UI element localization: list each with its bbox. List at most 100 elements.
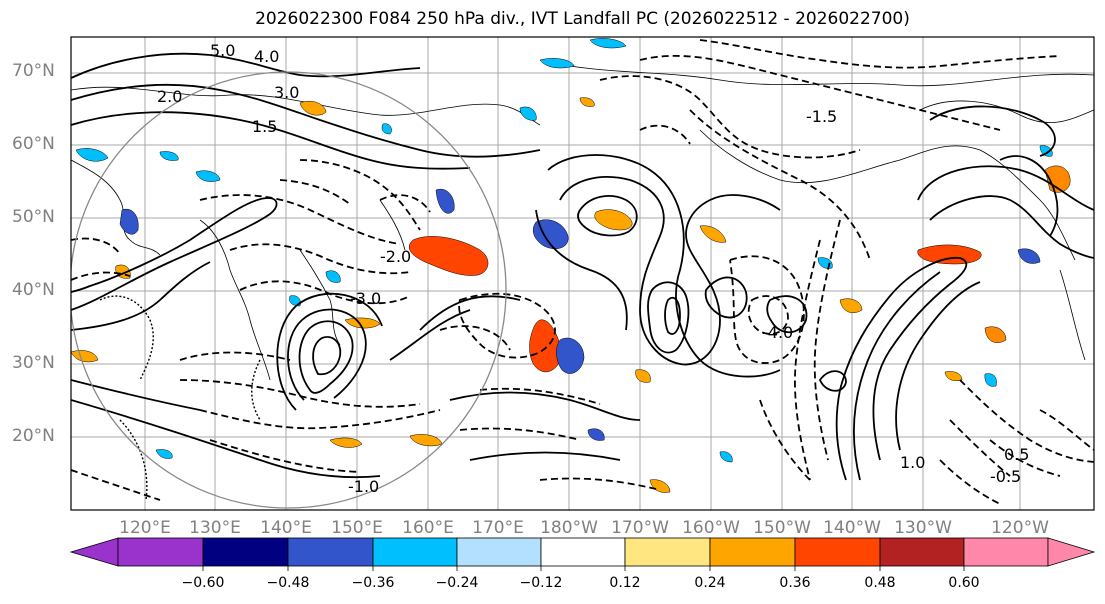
colorbar-extend-max <box>1047 537 1096 567</box>
shade-positive <box>344 317 381 329</box>
colorbar-segment <box>540 537 626 567</box>
colorbar-segment <box>456 537 542 567</box>
shade-positive <box>984 326 1007 343</box>
colorbar-segment <box>624 537 711 567</box>
colorbar-segment <box>117 537 204 567</box>
shade-positive <box>699 225 727 243</box>
colorbar-tickmarks <box>202 566 965 571</box>
colorbar-tick-label: 0.24 <box>694 575 726 591</box>
negative-contours <box>71 39 1094 505</box>
shade-negative <box>155 449 173 459</box>
shade-positive <box>299 100 327 116</box>
contour-label: -2.0 <box>380 247 411 266</box>
shade-negative <box>381 123 392 135</box>
pc-shading <box>71 38 1071 493</box>
colorbar-tick-label: 0.48 <box>864 575 896 591</box>
colorbar-tick-label: −0.24 <box>435 575 479 591</box>
lon-label: 150°E <box>331 518 383 538</box>
graticule <box>71 37 1094 510</box>
lon-label: 170°E <box>472 518 524 538</box>
shade-negative <box>556 337 585 374</box>
lon-label: 140°W <box>823 518 881 538</box>
shade-negative <box>1039 145 1053 157</box>
lon-label: 160°W <box>682 518 740 538</box>
shade-positive <box>594 209 633 231</box>
colorbar-segment <box>372 537 458 567</box>
colorbar-tick-label: −0.60 <box>181 575 225 591</box>
shade-negative <box>1017 248 1041 264</box>
shade-positive <box>579 97 595 107</box>
shade-positive <box>649 479 671 493</box>
colorbar-extend-min <box>69 537 119 567</box>
shade-positive <box>944 371 963 381</box>
map-frame <box>70 36 1095 511</box>
shade-negative <box>587 428 605 441</box>
shade-negative <box>539 58 575 69</box>
colorbar-segment <box>202 537 289 567</box>
map-area <box>71 37 1094 510</box>
colorbar-segment <box>794 537 881 567</box>
shade-negative <box>325 270 341 283</box>
contour-label: -1.0 <box>348 477 379 496</box>
lon-label: 140°E <box>260 518 312 538</box>
colorbar-tick-label: 0.12 <box>609 575 641 591</box>
shade-positive <box>71 350 99 363</box>
lat-label-50n: 50°N <box>12 207 55 227</box>
map-title: 2026022300 F084 250 hPa div., IVT Landfa… <box>255 9 910 29</box>
contour-label: -4.0 <box>762 323 793 342</box>
colorbar-tick-label: 0.60 <box>948 575 980 591</box>
lon-label: 130°W <box>894 518 952 538</box>
shade-positive <box>917 244 982 265</box>
shade-negative <box>719 451 733 463</box>
contour-label: -0.5 <box>990 467 1021 486</box>
lon-label: 120°E <box>119 518 171 538</box>
shade-negative <box>159 151 179 161</box>
shade-positive <box>329 437 363 448</box>
lon-label: 150°W <box>753 518 811 538</box>
colorbar-tick-label: −0.12 <box>519 575 563 591</box>
fine-contours <box>99 295 261 501</box>
shade-negative <box>589 38 627 49</box>
contour-label: 5.0 <box>210 41 235 60</box>
shade-negative <box>533 219 569 249</box>
contour-label: 2.0 <box>157 87 182 106</box>
lat-label-30n: 30°N <box>12 353 55 373</box>
shade-negative <box>984 373 997 387</box>
colorbar-tick-label: −0.48 <box>266 575 310 591</box>
positive-contours <box>71 52 1094 481</box>
contour-label: 3.0 <box>274 83 299 102</box>
lat-label-70n: 70°N <box>12 61 55 81</box>
lat-label-40n: 40°N <box>12 280 55 300</box>
contour-label: 0.5 <box>1004 445 1029 464</box>
range-circle <box>71 71 507 509</box>
shade-negative <box>75 148 109 162</box>
shade-negative <box>289 295 301 307</box>
contour-label: -3.0 <box>350 289 381 308</box>
contour-labels: 5.0 4.0 3.0 2.0 1.5 1.0 0.5 -0.5 -1.0 -1… <box>157 41 1029 496</box>
shade-negative <box>519 106 537 121</box>
lon-label: 160°E <box>402 518 454 538</box>
colorbar-segment <box>287 537 374 567</box>
contour-label: -1.5 <box>806 107 837 126</box>
shade-positive <box>409 236 489 276</box>
shade-negative <box>435 188 455 214</box>
lon-label: 130°E <box>189 518 241 538</box>
lon-label: 120°W <box>991 518 1049 538</box>
colorbar-tick-label: −0.36 <box>351 575 395 591</box>
colorbar <box>69 537 1096 571</box>
colorbar-segment <box>879 537 965 567</box>
contour-label: 1.5 <box>252 117 277 136</box>
colorbar-segment <box>709 537 796 567</box>
lon-label: 180°W <box>540 518 598 538</box>
lat-label-60n: 60°N <box>12 134 55 154</box>
contour-label: 4.0 <box>254 47 279 66</box>
shade-negative <box>119 208 139 235</box>
colorbar-segment <box>963 537 1049 567</box>
colorbar-tick-label: 0.36 <box>779 575 811 591</box>
contour-label: 1.0 <box>900 453 925 472</box>
shade-positive <box>839 298 863 313</box>
shade-positive <box>635 369 651 383</box>
shade-negative <box>195 170 221 182</box>
lon-label: 170°W <box>611 518 669 538</box>
